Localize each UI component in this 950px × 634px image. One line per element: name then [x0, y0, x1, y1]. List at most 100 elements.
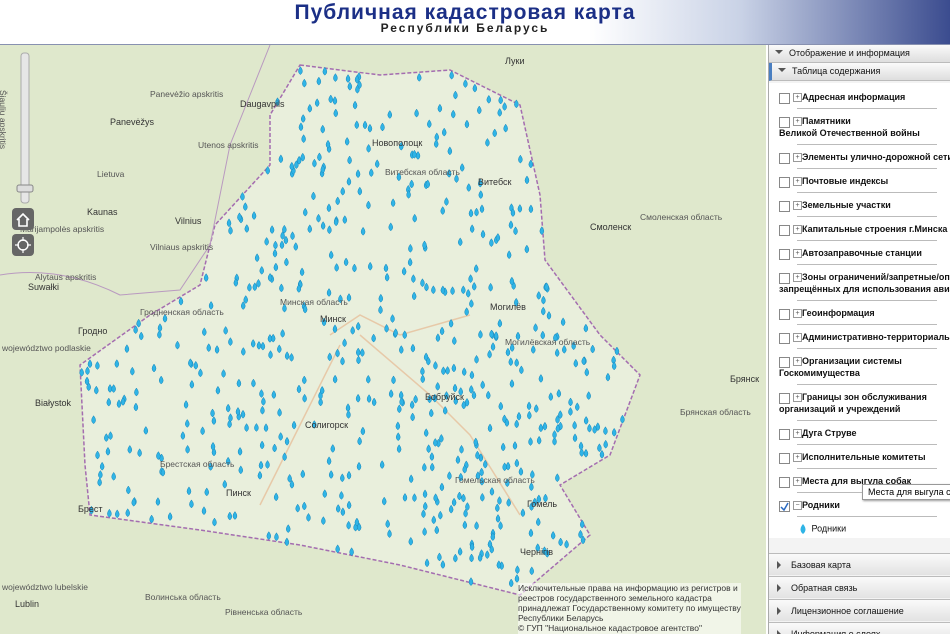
spring-marker[interactable] — [247, 282, 252, 292]
spring-marker[interactable] — [420, 374, 425, 384]
spring-marker[interactable] — [514, 574, 520, 583]
spring-marker[interactable] — [581, 356, 586, 366]
spring-marker[interactable] — [536, 435, 542, 445]
spring-marker[interactable] — [175, 340, 180, 350]
spring-marker[interactable] — [603, 426, 608, 436]
spring-marker[interactable] — [509, 343, 515, 352]
spring-marker[interactable] — [423, 501, 428, 511]
spring-marker[interactable] — [497, 496, 502, 505]
spring-marker[interactable] — [535, 543, 540, 552]
spring-marker[interactable] — [424, 282, 429, 292]
spring-marker[interactable] — [178, 296, 184, 306]
spring-marker[interactable] — [289, 479, 295, 489]
spring-marker[interactable] — [429, 408, 434, 418]
spring-marker[interactable] — [446, 169, 452, 178]
spring-marker[interactable] — [490, 532, 496, 541]
spring-marker[interactable] — [393, 328, 398, 337]
spring-marker[interactable] — [480, 380, 485, 390]
expand-toggle[interactable]: + — [793, 177, 802, 186]
spring-marker[interactable] — [427, 119, 432, 129]
spring-marker[interactable] — [620, 414, 625, 424]
spring-marker[interactable] — [284, 436, 290, 446]
spring-marker[interactable] — [435, 333, 441, 343]
spring-marker[interactable] — [527, 410, 532, 420]
spring-marker[interactable] — [355, 84, 360, 94]
spring-marker[interactable] — [106, 397, 112, 407]
spring-marker[interactable] — [183, 400, 189, 409]
spring-marker[interactable] — [156, 451, 161, 460]
spring-marker[interactable] — [316, 76, 322, 86]
spring-marker[interactable] — [412, 213, 417, 223]
spring-marker[interactable] — [449, 70, 454, 80]
spring-marker[interactable] — [250, 339, 256, 348]
layer-checkbox[interactable] — [779, 429, 790, 440]
spring-marker[interactable] — [536, 517, 541, 527]
spring-marker[interactable] — [204, 487, 210, 497]
spring-marker[interactable] — [136, 318, 141, 328]
spring-marker[interactable] — [440, 285, 446, 295]
spring-marker[interactable] — [461, 367, 467, 377]
spring-marker[interactable] — [529, 566, 535, 576]
spring-marker[interactable] — [343, 257, 349, 267]
opacity-slider[interactable] — [797, 192, 937, 193]
spring-marker[interactable] — [335, 196, 340, 206]
spring-marker[interactable] — [125, 508, 130, 518]
spring-marker[interactable] — [330, 444, 336, 453]
opacity-slider[interactable] — [797, 324, 937, 325]
spring-marker[interactable] — [367, 123, 373, 133]
spring-marker[interactable] — [495, 514, 501, 523]
spring-marker[interactable] — [555, 424, 561, 433]
spring-marker[interactable] — [435, 381, 440, 391]
spring-marker[interactable] — [120, 397, 126, 406]
spring-marker[interactable] — [97, 477, 102, 487]
spring-marker[interactable] — [518, 154, 523, 164]
spring-marker[interactable] — [575, 402, 580, 412]
layer-checkbox[interactable] — [779, 477, 790, 488]
spring-marker[interactable] — [451, 363, 457, 373]
spring-marker[interactable] — [426, 356, 431, 366]
spring-marker[interactable] — [143, 426, 149, 435]
spring-marker[interactable] — [280, 328, 285, 338]
spring-marker[interactable] — [105, 446, 111, 456]
spring-marker[interactable] — [447, 471, 452, 480]
spring-marker[interactable] — [294, 160, 299, 169]
spring-marker[interactable] — [515, 565, 520, 575]
spring-marker[interactable] — [439, 434, 444, 443]
spring-marker[interactable] — [572, 420, 577, 430]
spring-marker[interactable] — [355, 169, 361, 179]
spring-marker[interactable] — [426, 444, 431, 454]
spring-marker[interactable] — [495, 503, 500, 513]
spring-marker[interactable] — [457, 237, 463, 247]
spring-marker[interactable] — [357, 436, 362, 446]
spring-marker[interactable] — [200, 426, 205, 436]
spring-marker[interactable] — [328, 470, 334, 479]
layer-checkbox[interactable] — [779, 93, 790, 104]
spring-marker[interactable] — [498, 401, 504, 411]
spring-marker[interactable] — [473, 437, 479, 447]
spring-marker[interactable] — [296, 384, 302, 394]
spring-marker[interactable] — [515, 331, 521, 341]
spring-marker[interactable] — [564, 539, 569, 549]
spring-marker[interactable] — [269, 225, 275, 234]
spring-marker[interactable] — [133, 325, 138, 334]
spring-marker[interactable] — [457, 547, 463, 556]
spring-marker[interactable] — [138, 331, 144, 341]
spring-marker[interactable] — [314, 98, 320, 108]
spring-marker[interactable] — [493, 331, 499, 340]
spring-marker[interactable] — [471, 281, 477, 291]
spring-marker[interactable] — [167, 512, 173, 521]
spring-marker[interactable] — [335, 348, 340, 358]
spring-marker[interactable] — [251, 211, 257, 220]
spring-marker[interactable] — [290, 231, 295, 241]
spring-marker[interactable] — [388, 222, 393, 232]
spring-marker[interactable] — [366, 200, 371, 210]
spring-marker[interactable] — [87, 359, 93, 369]
spring-marker[interactable] — [274, 532, 279, 542]
spring-marker[interactable] — [531, 345, 536, 354]
spring-marker[interactable] — [335, 504, 341, 513]
spring-marker[interactable] — [111, 471, 116, 481]
spring-marker[interactable] — [212, 517, 217, 527]
layer-checkbox[interactable] — [779, 453, 790, 464]
spring-marker[interactable] — [541, 295, 546, 305]
spring-marker[interactable] — [340, 473, 345, 483]
